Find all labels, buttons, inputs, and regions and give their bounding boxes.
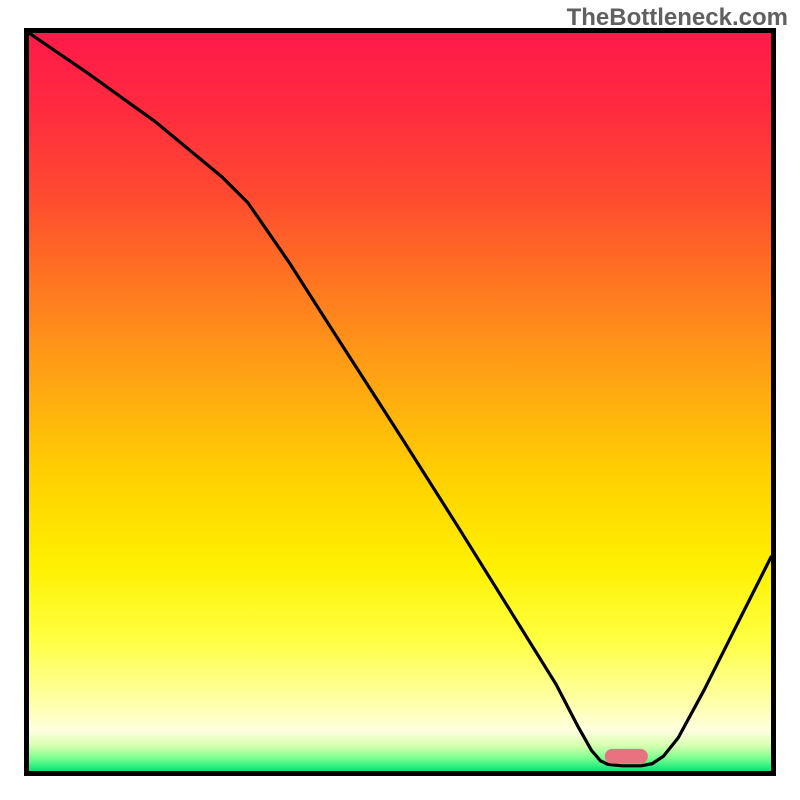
optimal-marker — [605, 749, 648, 764]
watermark-text: TheBottleneck.com — [567, 4, 788, 32]
chart-plot-area — [24, 28, 776, 776]
chart-container: TheBottleneck.com — [0, 0, 800, 800]
chart-svg — [24, 28, 776, 776]
chart-background — [29, 33, 771, 771]
